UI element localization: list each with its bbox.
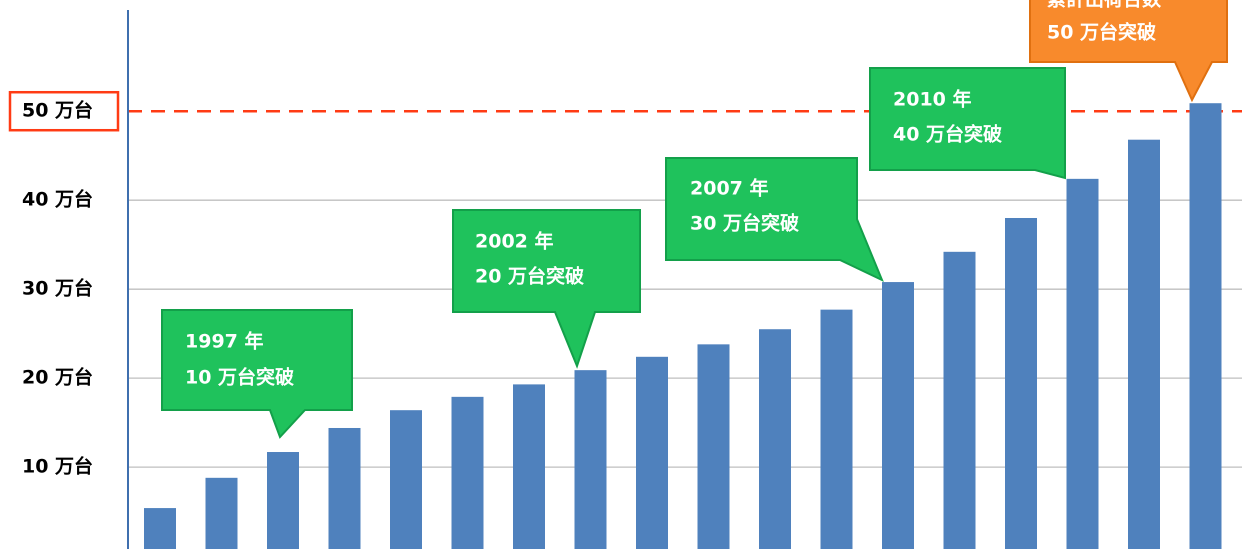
y-tick-label: 20 万台 [22,366,93,389]
y-tick-label: 10 万台 [22,455,93,478]
bar [574,370,607,549]
callout-text: 累計出荷台数 [1047,0,1162,11]
bar [328,427,361,549]
bar [513,384,545,549]
bar [205,477,238,549]
callout [452,209,641,369]
bar [144,508,176,549]
callout-text: 2010 年 [893,88,972,111]
bar [451,396,484,549]
bar [1005,217,1037,549]
callout-text: 40 万台突破 [893,123,1002,146]
bar [636,356,668,549]
bar [943,251,976,549]
bar [820,309,853,549]
y-tick-label: 30 万台 [22,277,93,300]
callout-text: 2007 年 [690,177,769,200]
y-tick-label: 40 万台 [22,188,93,211]
callout-text: 50 万台突破 [1047,21,1156,44]
y-tick-label: 50 万台 [22,99,93,122]
callout-text: 10 万台突破 [185,366,294,389]
bar [697,344,730,549]
callout-text: 30 万台突破 [690,212,799,235]
callout-text: 20 万台突破 [475,265,584,288]
bar [1128,139,1160,549]
callout [1029,0,1228,103]
callout-text: 2002 年 [475,230,554,253]
bar [1189,103,1222,549]
bar [390,410,422,549]
callout [869,67,1066,180]
callout [665,157,884,283]
callout-text: 1997 年 [185,330,264,353]
bar [267,452,299,549]
bar [882,282,914,549]
bar [1066,178,1099,549]
callout [161,309,353,439]
highlight-box [8,90,120,132]
bar [759,329,791,549]
